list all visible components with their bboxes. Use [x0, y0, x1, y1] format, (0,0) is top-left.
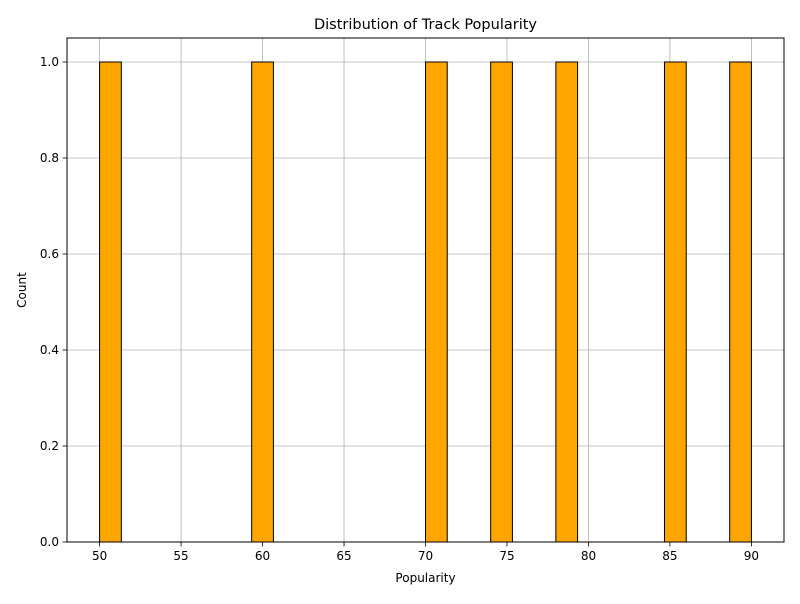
x-tick-label: 85 [662, 549, 677, 563]
histogram-bar [251, 61, 274, 543]
y-tick-label: 0.0 [40, 535, 59, 549]
histogram-bar [555, 61, 579, 543]
histogram-bar [99, 61, 122, 543]
y-tick-label: 0.4 [40, 343, 59, 357]
y-tick-label: 0.2 [40, 439, 59, 453]
x-axis-label: Popularity [395, 571, 455, 585]
histogram-bar [425, 61, 448, 543]
y-tick-label: 1.0 [40, 55, 59, 69]
x-tick-label: 75 [499, 549, 514, 563]
x-axis: 50 55 60 65 70 75 80 85 90 [92, 542, 759, 563]
y-axis: 0.0 0.2 0.4 0.6 0.8 1.0 [40, 55, 67, 549]
y-tick-label: 0.8 [40, 151, 59, 165]
y-tick-label: 0.6 [40, 247, 59, 261]
x-tick-label: 90 [744, 549, 759, 563]
x-tick-label: 65 [336, 549, 351, 563]
x-tick-label: 70 [418, 549, 433, 563]
chart-title: Distribution of Track Popularity [314, 17, 537, 33]
y-axis-label: Count [15, 272, 29, 308]
histogram-bar [490, 61, 513, 543]
histogram-bar [664, 61, 687, 543]
x-tick-label: 60 [255, 549, 270, 563]
bars-layer [99, 61, 752, 543]
x-tick-label: 55 [173, 549, 188, 563]
x-tick-label: 50 [92, 549, 107, 563]
histogram-bar [729, 61, 752, 543]
x-tick-label: 80 [581, 549, 596, 563]
